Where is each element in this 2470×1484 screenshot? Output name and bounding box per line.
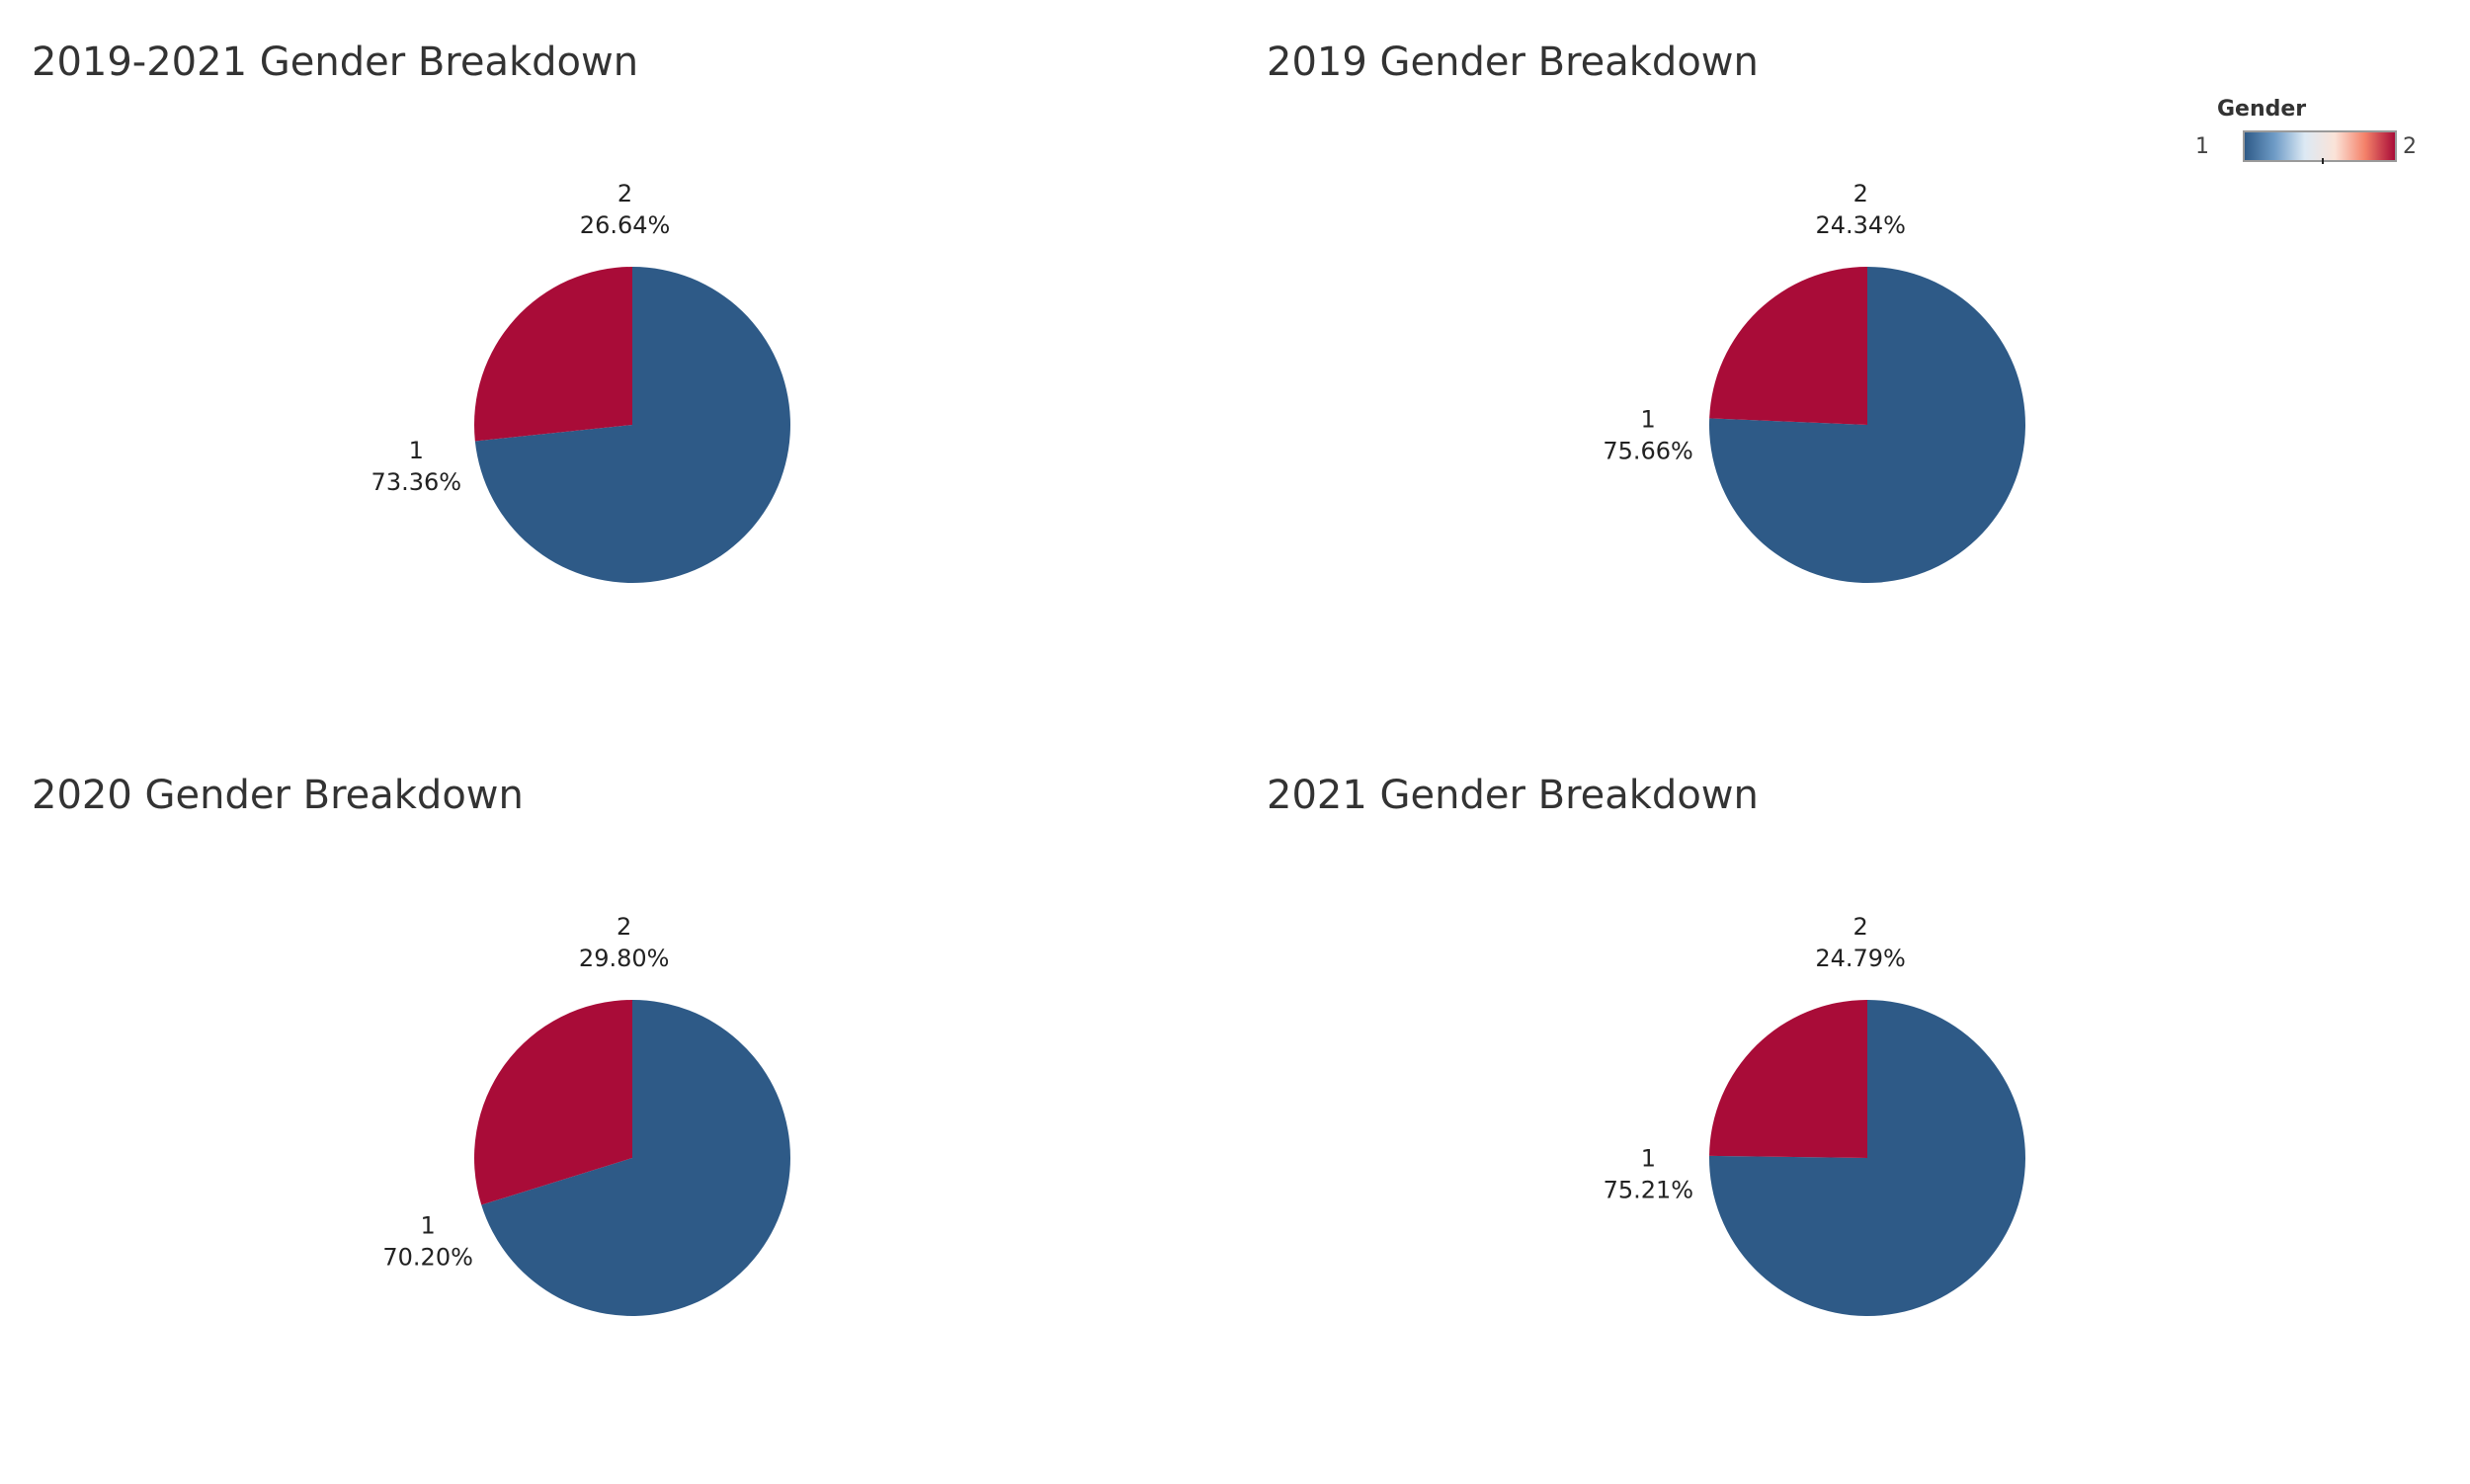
slice-label-gender-2: 2 26.64%	[580, 180, 671, 239]
slice-percent-label: 75.21%	[1604, 1177, 1694, 1204]
slice-percent-label: 24.34%	[1815, 211, 1906, 239]
slice-category-label: 1	[420, 1212, 435, 1240]
pie-chart-2020: 1 70.20% 2 29.80%	[382, 913, 790, 1316]
slice-label-gender-1: 1 73.36%	[371, 437, 462, 496]
slice-percent-label: 75.66%	[1603, 437, 1693, 464]
pie-slice-gender-2[interactable]	[1709, 267, 1867, 425]
pie-chart-2019: 1 75.66% 2 24.34%	[1603, 180, 2025, 583]
pie-slice-gender-2[interactable]	[474, 267, 632, 442]
slice-category-label: 2	[617, 913, 631, 941]
slice-label-gender-2: 2 29.80%	[579, 913, 670, 972]
chart-title: 2019 Gender Breakdown	[1267, 40, 1759, 85]
slice-category-label: 2	[1853, 180, 1868, 207]
slice-label-gender-1: 1 70.20%	[382, 1212, 473, 1272]
slice-label-gender-2: 2 24.79%	[1815, 913, 1906, 972]
legend-midpoint-tick	[2322, 158, 2324, 164]
slice-percent-label: 29.80%	[579, 945, 670, 972]
slice-label-gender-1: 1 75.66%	[1603, 405, 1693, 464]
slice-percent-label: 70.20%	[382, 1244, 473, 1272]
slice-category-label: 2	[1852, 913, 1867, 941]
chart-title: 2020 Gender Breakdown	[32, 773, 524, 818]
slice-category-label: 1	[1641, 1145, 1656, 1173]
pie-panel-2019-2021: 2019-2021 Gender Breakdown 1 73.36% 2 26.64…	[0, 0, 1235, 731]
pie-panel-2020: 2020 Gender Breakdown 1 70.20% 2 29.80%	[0, 733, 1235, 1464]
color-legend: Gender 1 2	[2154, 97, 2450, 176]
pie-slice-gender-2[interactable]	[474, 1000, 632, 1205]
slice-percent-label: 26.64%	[580, 211, 671, 239]
pie-chart-2019-2021: 1 73.36% 2 26.64%	[371, 180, 790, 584]
pie-slice-gender-1[interactable]	[474, 267, 790, 584]
slice-label-gender-2: 2 24.34%	[1815, 180, 1906, 239]
slice-percent-label: 73.36%	[371, 468, 462, 496]
slice-category-label: 1	[409, 437, 424, 464]
chart-title: 2021 Gender Breakdown	[1267, 773, 1759, 818]
slice-category-label: 1	[1640, 405, 1655, 433]
slice-category-label: 2	[618, 180, 632, 207]
pie-panel-2021: 2021 Gender Breakdown 1 75.21% 2 24.79%	[1235, 733, 2470, 1464]
pie-slice-gender-1[interactable]	[481, 1000, 790, 1316]
slice-percent-label: 24.79%	[1815, 945, 1906, 972]
legend-gradient-bar	[2243, 130, 2397, 164]
slice-label-gender-1: 1 75.21%	[1604, 1145, 1694, 1204]
pie-panel-2019: 2019 Gender Breakdown 1 75.66% 2 24.34%	[1235, 0, 2470, 731]
legend-max-label: 2	[2403, 134, 2417, 159]
legend-title: Gender	[2217, 97, 2307, 122]
legend-min-label: 1	[2195, 134, 2209, 159]
pie-chart-2021: 1 75.21% 2 24.79%	[1604, 913, 2025, 1316]
chart-title: 2019-2021 Gender Breakdown	[32, 40, 639, 85]
pie-slice-gender-2[interactable]	[1709, 1000, 1867, 1158]
